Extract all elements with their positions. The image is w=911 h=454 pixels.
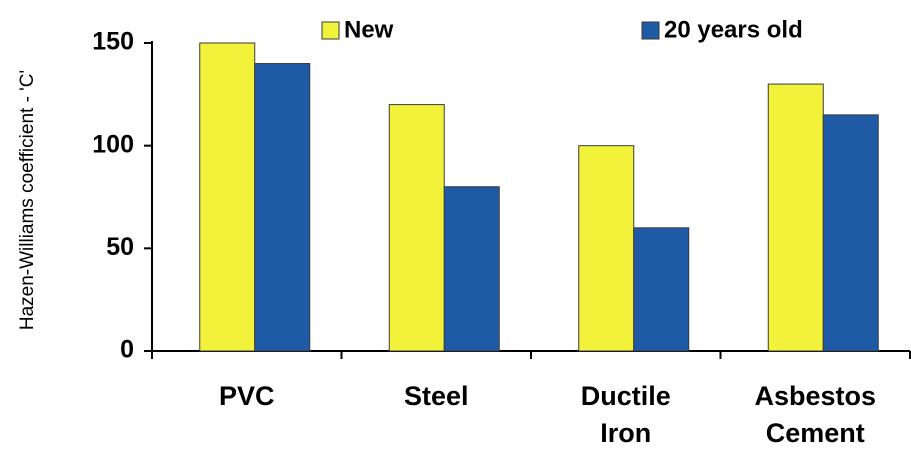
- legend-label: 20 years old: [664, 16, 803, 43]
- legend-swatch: [641, 21, 660, 40]
- axes-group: 0 50 100 150 PVC Steel Ductile Iron Asbestos Ceme…: [92, 28, 911, 448]
- bar-old: [254, 63, 311, 352]
- x-tick-label: PVC: [219, 381, 275, 411]
- x-tick-label: Asbestos: [754, 381, 876, 411]
- legend-label: New: [344, 16, 394, 43]
- bars-group: [199, 42, 879, 352]
- bar-old: [822, 114, 879, 352]
- legend: New 20 years old: [321, 16, 803, 43]
- y-tick-label: 150: [92, 28, 134, 56]
- x-tick-label: Cement: [766, 418, 865, 448]
- x-tick-label: Iron: [600, 418, 651, 448]
- y-tick-label: 50: [106, 233, 134, 261]
- x-tick-label: Ductile: [581, 381, 671, 411]
- bar-new: [578, 145, 635, 352]
- bar-new: [388, 104, 445, 352]
- bar-old: [633, 227, 690, 352]
- bar-old: [443, 186, 500, 352]
- y-tick-label: 100: [92, 130, 134, 158]
- y-axis-label: Hazen-Williams coefficient - 'C': [17, 70, 38, 330]
- x-tick-label: Steel: [404, 381, 469, 411]
- y-tick-label: 0: [120, 336, 134, 364]
- legend-swatch: [321, 21, 340, 40]
- bar-new: [767, 83, 824, 352]
- bar-new: [199, 42, 256, 352]
